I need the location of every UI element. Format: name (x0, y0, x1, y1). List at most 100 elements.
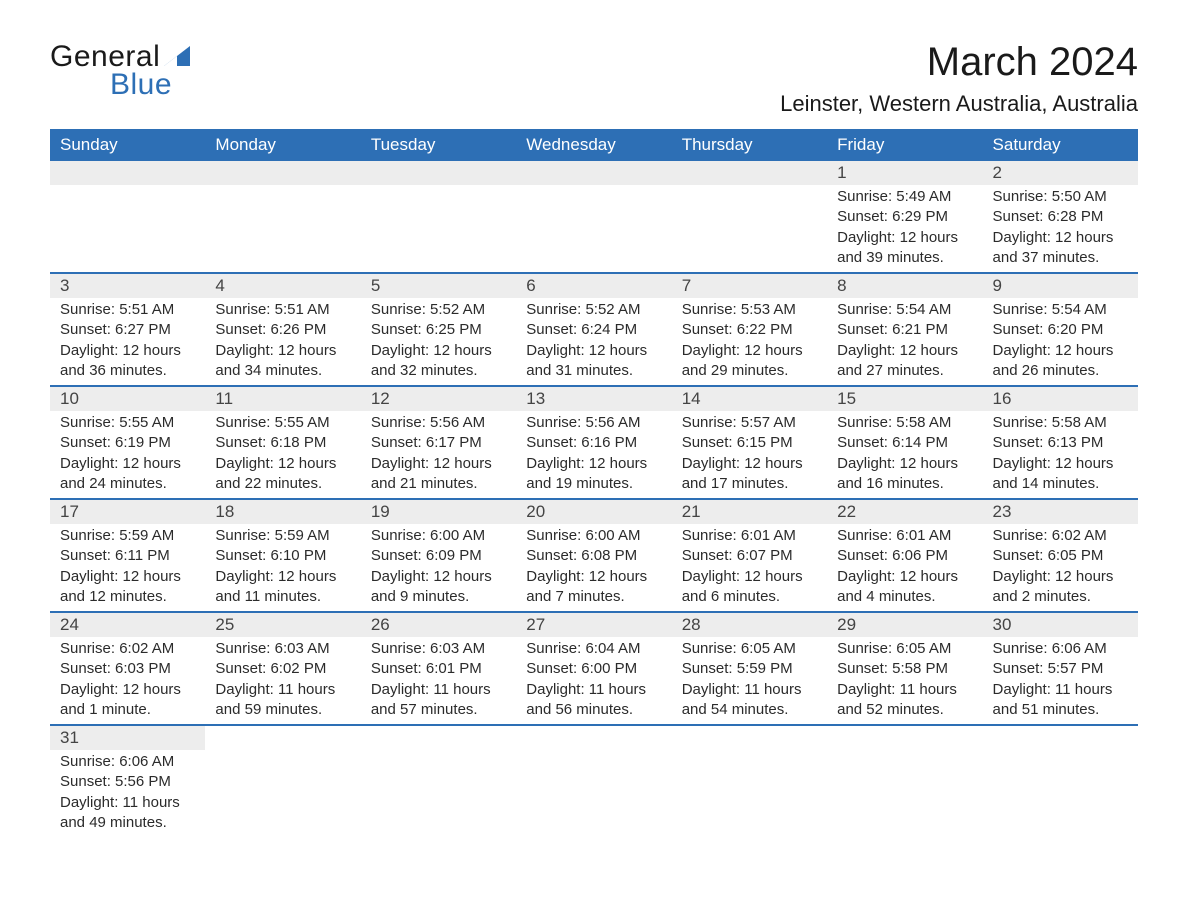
sunrise-text: Sunrise: 5:59 AM (60, 526, 195, 546)
sunset-text: Sunset: 6:17 PM (371, 433, 506, 453)
daynum-row: 3456789 (50, 273, 1138, 298)
daylight-text: and 32 minutes. (371, 361, 506, 381)
day-number: 18 (215, 502, 234, 521)
day-number-cell: 31 (50, 725, 205, 750)
day-number: 8 (837, 276, 846, 295)
day-number: 22 (837, 502, 856, 521)
daylight-text: and 2 minutes. (993, 587, 1128, 607)
sunset-text: Sunset: 6:00 PM (526, 659, 661, 679)
weekday-header: Saturday (983, 129, 1138, 161)
day-number-cell: 10 (50, 386, 205, 411)
day-number-cell: 18 (205, 499, 360, 524)
day-number-cell (361, 725, 516, 750)
day-number-cell: 2 (983, 161, 1138, 185)
daylight-text: Daylight: 11 hours (993, 680, 1128, 700)
sunset-text: Sunset: 6:06 PM (837, 546, 972, 566)
day-detail-cell: Sunrise: 5:51 AMSunset: 6:26 PMDaylight:… (205, 298, 360, 386)
sunset-text: Sunset: 6:07 PM (682, 546, 817, 566)
day-detail-cell: Sunrise: 5:49 AMSunset: 6:29 PMDaylight:… (827, 185, 982, 273)
day-detail-cell (205, 750, 360, 837)
day-number-cell: 4 (205, 273, 360, 298)
day-number: 14 (682, 389, 701, 408)
day-detail-cell (516, 750, 671, 837)
day-number-cell (205, 725, 360, 750)
sunset-text: Sunset: 6:03 PM (60, 659, 195, 679)
weekday-header: Friday (827, 129, 982, 161)
sunrise-text: Sunrise: 5:51 AM (215, 300, 350, 320)
sunset-text: Sunset: 6:15 PM (682, 433, 817, 453)
day-detail-cell (516, 185, 671, 273)
daylight-text: Daylight: 12 hours (837, 567, 972, 587)
day-number-cell (205, 161, 360, 185)
day-number-cell: 6 (516, 273, 671, 298)
sunset-text: Sunset: 6:28 PM (993, 207, 1128, 227)
daylight-text: and 56 minutes. (526, 700, 661, 720)
daylight-text: and 11 minutes. (215, 587, 350, 607)
sunset-text: Sunset: 6:08 PM (526, 546, 661, 566)
sunset-text: Sunset: 6:13 PM (993, 433, 1128, 453)
sunrise-text: Sunrise: 6:06 AM (993, 639, 1128, 659)
brand-part2: Blue (110, 68, 172, 102)
day-detail-cell: Sunrise: 6:01 AMSunset: 6:06 PMDaylight:… (827, 524, 982, 612)
daylight-text: and 39 minutes. (837, 248, 972, 268)
day-number-cell (672, 161, 827, 185)
detail-row: Sunrise: 5:51 AMSunset: 6:27 PMDaylight:… (50, 298, 1138, 386)
sunrise-text: Sunrise: 5:56 AM (526, 413, 661, 433)
day-number-cell: 15 (827, 386, 982, 411)
detail-row: Sunrise: 5:49 AMSunset: 6:29 PMDaylight:… (50, 185, 1138, 273)
daylight-text: and 29 minutes. (682, 361, 817, 381)
sunset-text: Sunset: 6:18 PM (215, 433, 350, 453)
weekday-header: Monday (205, 129, 360, 161)
daynum-row: 31 (50, 725, 1138, 750)
daylight-text: and 54 minutes. (682, 700, 817, 720)
sunrise-text: Sunrise: 5:58 AM (837, 413, 972, 433)
day-number: 12 (371, 389, 390, 408)
calendar-table: Sunday Monday Tuesday Wednesday Thursday… (50, 129, 1138, 837)
daylight-text: Daylight: 11 hours (60, 793, 195, 813)
day-number: 29 (837, 615, 856, 634)
day-number-cell: 7 (672, 273, 827, 298)
sunrise-text: Sunrise: 5:52 AM (526, 300, 661, 320)
sunrise-text: Sunrise: 5:55 AM (60, 413, 195, 433)
daylight-text: and 24 minutes. (60, 474, 195, 494)
daylight-text: and 17 minutes. (682, 474, 817, 494)
sunrise-text: Sunrise: 5:51 AM (60, 300, 195, 320)
day-number-cell: 26 (361, 612, 516, 637)
weekday-header: Wednesday (516, 129, 671, 161)
daylight-text: and 4 minutes. (837, 587, 972, 607)
day-number-cell: 5 (361, 273, 516, 298)
day-number-cell: 23 (983, 499, 1138, 524)
sunrise-text: Sunrise: 6:01 AM (837, 526, 972, 546)
sunset-text: Sunset: 6:09 PM (371, 546, 506, 566)
detail-row: Sunrise: 6:06 AMSunset: 5:56 PMDaylight:… (50, 750, 1138, 837)
day-number: 10 (60, 389, 79, 408)
day-detail-cell: Sunrise: 6:00 AMSunset: 6:08 PMDaylight:… (516, 524, 671, 612)
weekday-header: Sunday (50, 129, 205, 161)
day-detail-cell: Sunrise: 5:59 AMSunset: 6:11 PMDaylight:… (50, 524, 205, 612)
daylight-text: Daylight: 12 hours (371, 567, 506, 587)
weekday-header: Thursday (672, 129, 827, 161)
daylight-text: and 6 minutes. (682, 587, 817, 607)
day-detail-cell (361, 185, 516, 273)
daylight-text: Daylight: 12 hours (60, 341, 195, 361)
day-detail-cell: Sunrise: 6:00 AMSunset: 6:09 PMDaylight:… (361, 524, 516, 612)
day-number-cell (50, 161, 205, 185)
day-number: 28 (682, 615, 701, 634)
sunset-text: Sunset: 6:25 PM (371, 320, 506, 340)
daylight-text: Daylight: 12 hours (993, 567, 1128, 587)
sunrise-text: Sunrise: 6:03 AM (371, 639, 506, 659)
day-number: 15 (837, 389, 856, 408)
daylight-text: Daylight: 12 hours (837, 454, 972, 474)
day-number-cell: 24 (50, 612, 205, 637)
sunrise-text: Sunrise: 5:56 AM (371, 413, 506, 433)
day-detail-cell: Sunrise: 6:02 AMSunset: 6:03 PMDaylight:… (50, 637, 205, 725)
day-detail-cell: Sunrise: 5:59 AMSunset: 6:10 PMDaylight:… (205, 524, 360, 612)
daylight-text: Daylight: 12 hours (993, 454, 1128, 474)
day-number: 2 (993, 163, 1002, 182)
daylight-text: Daylight: 12 hours (371, 454, 506, 474)
sunset-text: Sunset: 6:27 PM (60, 320, 195, 340)
day-detail-cell: Sunrise: 6:06 AMSunset: 5:56 PMDaylight:… (50, 750, 205, 837)
daylight-text: Daylight: 12 hours (60, 454, 195, 474)
daylight-text: and 21 minutes. (371, 474, 506, 494)
daylight-text: Daylight: 11 hours (215, 680, 350, 700)
